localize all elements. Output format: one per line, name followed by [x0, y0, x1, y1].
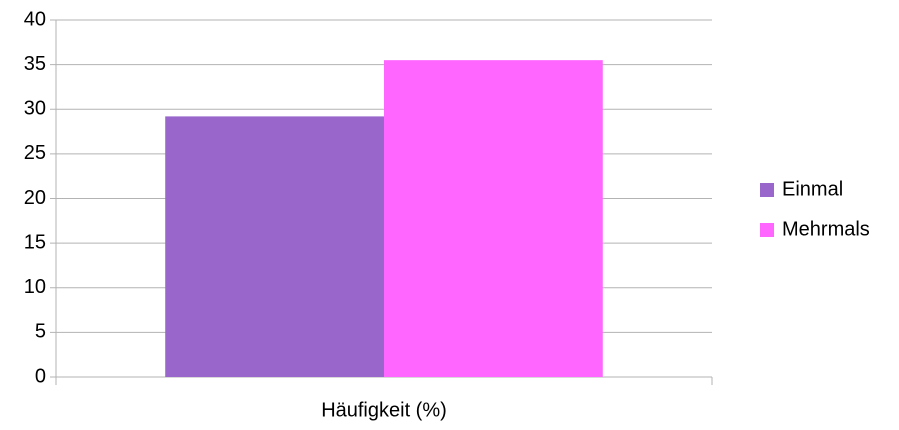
bar: [165, 116, 384, 377]
legend-label: Mehrmals: [782, 218, 870, 240]
y-tick-label: 20: [24, 187, 46, 209]
y-tick-label: 25: [24, 142, 46, 164]
legend-swatch: [760, 223, 774, 237]
legend-swatch: [760, 183, 774, 197]
y-tick-label: 15: [24, 231, 46, 253]
y-tick-label: 40: [24, 8, 46, 30]
y-tick-label: 10: [24, 276, 46, 298]
legend-label: Einmal: [782, 178, 843, 200]
y-tick-label: 30: [24, 98, 46, 120]
y-tick-label: 0: [35, 365, 46, 387]
y-tick-label: 5: [35, 321, 46, 343]
y-tick-label: 35: [24, 53, 46, 75]
x-tick-label: Häufigkeit (%): [321, 399, 447, 421]
bar: [384, 60, 603, 377]
